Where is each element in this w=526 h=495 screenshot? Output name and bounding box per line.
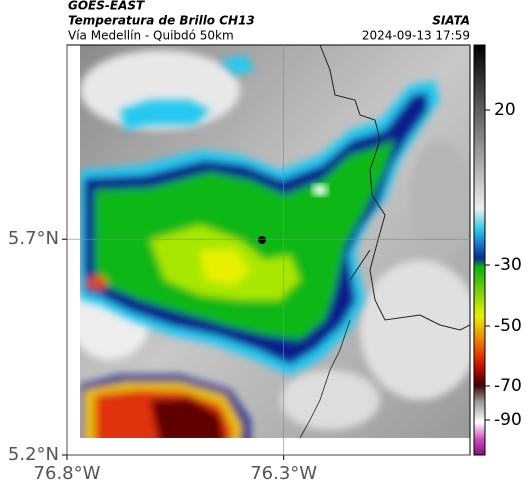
y-tick-label: 5.7°N — [8, 228, 59, 249]
subtitle: Vía Medellín - Quibdó 50km — [68, 29, 234, 43]
x-tick-label: 76.8°W — [34, 463, 101, 484]
y-tick-label: 5.2°N — [8, 444, 59, 465]
colorbar-label: -70 — [494, 376, 522, 396]
org: SIATA — [432, 14, 470, 28]
timestamp: 2024-09-13 17:59 — [362, 29, 470, 43]
colorbar — [473, 44, 486, 456]
title: Temperatura de Brillo CH13 — [68, 14, 255, 28]
colorbar-label: -50 — [494, 316, 522, 336]
satellite-image — [80, 45, 470, 438]
source: GOES-EAST — [68, 0, 145, 13]
colorbar-label: -30 — [494, 255, 522, 275]
colorbar-label: -90 — [494, 410, 522, 430]
colorbar-label: 20 — [494, 100, 516, 120]
x-tick-label: 76.3°W — [250, 463, 317, 484]
